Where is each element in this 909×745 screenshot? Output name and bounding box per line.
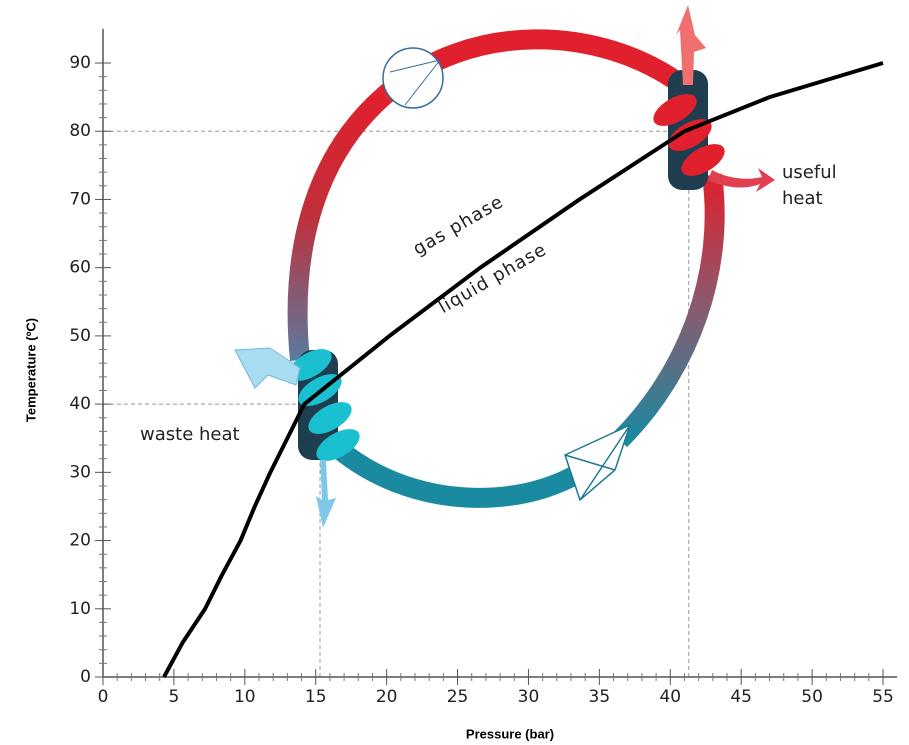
y-tick-label: 70 bbox=[69, 189, 91, 209]
annotation: useful heat bbox=[782, 162, 837, 209]
x-tick-label: 55 bbox=[872, 687, 894, 707]
x-tick-label: 25 bbox=[447, 687, 469, 707]
useful-heat-arrow bbox=[708, 168, 775, 192]
compressor-line bbox=[404, 59, 441, 106]
x-tick-label: 45 bbox=[730, 687, 752, 707]
y-tick-label: 40 bbox=[69, 394, 91, 414]
waste-heat-arrow bbox=[234, 347, 301, 389]
y-tick-label: 60 bbox=[69, 258, 91, 278]
x-tick-label: 10 bbox=[234, 687, 256, 707]
y-tick-label: 10 bbox=[69, 599, 91, 619]
x-tick-label: 20 bbox=[376, 687, 398, 707]
compressor-line bbox=[389, 59, 441, 73]
heat-in-arrow bbox=[676, 5, 706, 85]
y-tick-label: 80 bbox=[69, 121, 91, 141]
x-tick-label: 50 bbox=[801, 687, 823, 707]
y-tick-label: 0 bbox=[80, 667, 91, 687]
y-tick-label: 90 bbox=[69, 53, 91, 73]
x-axis-title: Pressure (bar) bbox=[466, 726, 554, 741]
evaporator bbox=[288, 349, 360, 461]
x-tick-label: 15 bbox=[305, 687, 327, 707]
cycle-bottom bbox=[333, 442, 607, 508]
x-tick-label: 40 bbox=[659, 687, 681, 707]
annotation: waste heat bbox=[140, 424, 240, 445]
y-axis-title: Temperature (ºC) bbox=[23, 318, 38, 422]
x-tick-label: 35 bbox=[589, 687, 611, 707]
cold-out-arrow bbox=[316, 460, 336, 528]
x-tick-label: 30 bbox=[518, 687, 540, 707]
y-tick-label: 20 bbox=[69, 531, 91, 551]
cycle-left bbox=[287, 87, 392, 361]
y-tick-label: 50 bbox=[69, 326, 91, 346]
cycle-right bbox=[612, 173, 725, 448]
y-tick-label: 30 bbox=[69, 462, 91, 482]
x-tick-label: 0 bbox=[98, 687, 109, 707]
compressor bbox=[382, 47, 444, 109]
x-tick-label: 5 bbox=[168, 687, 179, 707]
curve bbox=[162, 61, 884, 678]
expansion-valve bbox=[564, 423, 632, 502]
